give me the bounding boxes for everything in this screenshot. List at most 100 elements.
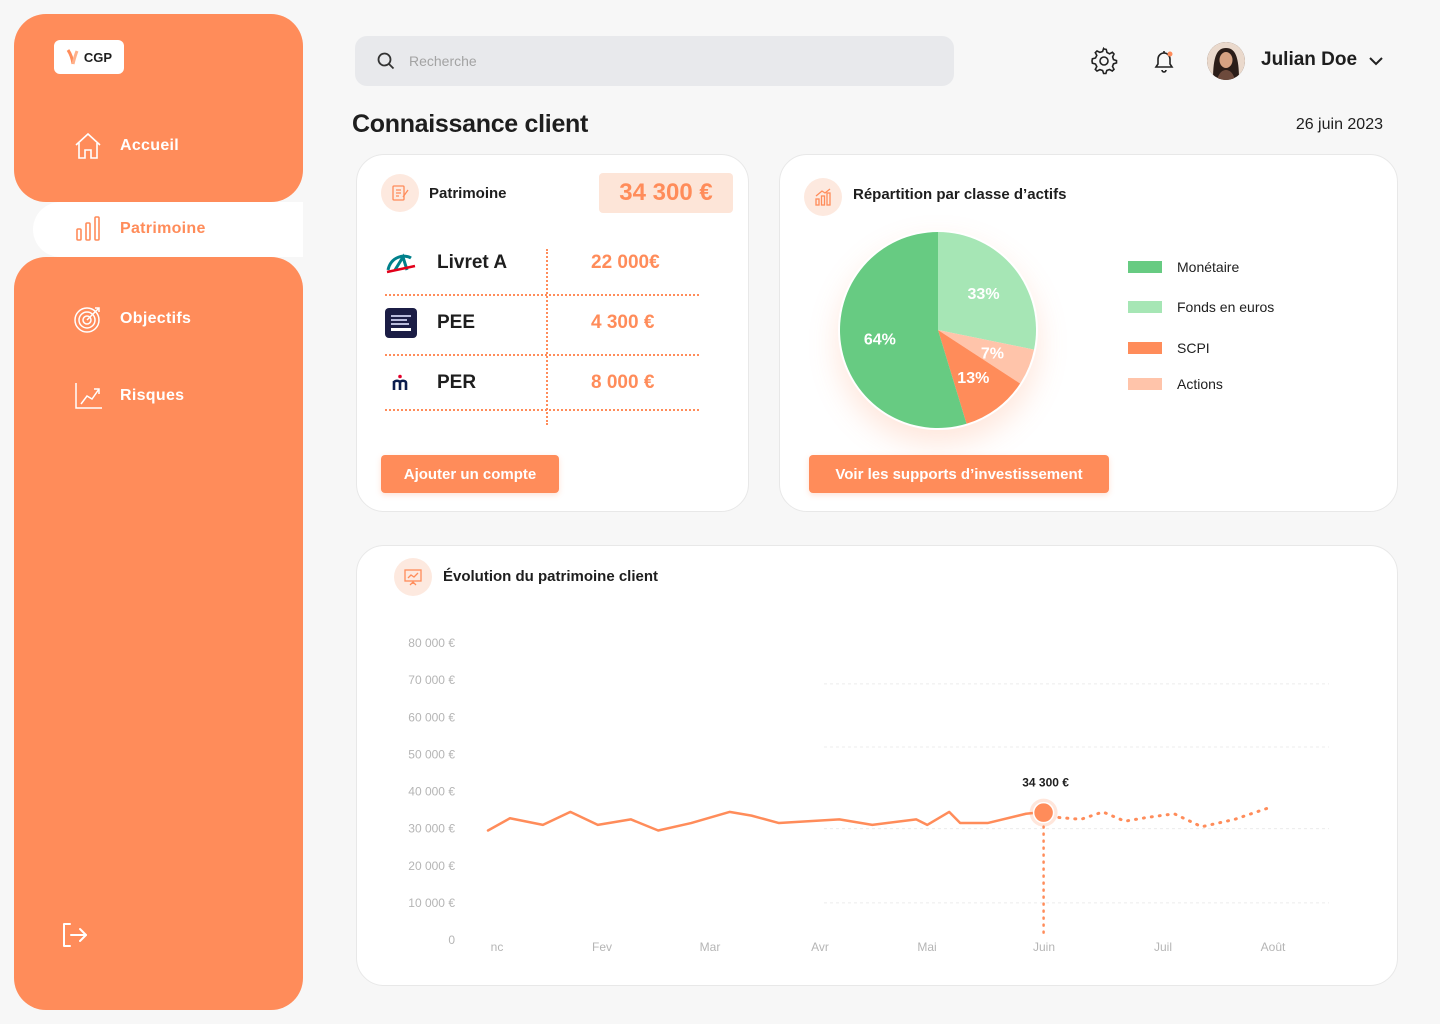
legend-swatch xyxy=(1128,261,1162,273)
account-value: 8 000 € xyxy=(591,372,655,393)
forecast-series-line xyxy=(1042,806,1270,829)
legend-item: Monétaire xyxy=(1128,259,1239,275)
y-tick-label: 40 000 € xyxy=(408,785,455,799)
sidebar: CGP Accueil Patrimoine Objectifs Risques xyxy=(14,14,303,1010)
patrimoine-total: 34 300 € xyxy=(599,173,733,213)
page-date: 26 juin 2023 xyxy=(1295,116,1383,133)
row-divider xyxy=(385,409,699,411)
page-title: Connaissance client xyxy=(352,110,589,138)
bar-chart-icon xyxy=(76,216,100,241)
sidebar-item-objectifs[interactable]: Objectifs xyxy=(72,303,191,335)
pie-slice-label: 33% xyxy=(968,286,1000,303)
logo-text: CGP xyxy=(83,49,113,65)
settings-gear-icon[interactable] xyxy=(1089,46,1119,76)
card-icon-wrap xyxy=(804,178,842,216)
pie-chart: 33% 7% 13% 64% xyxy=(840,232,1036,428)
highlight-value-label: 34 300 € xyxy=(1022,776,1069,790)
x-tick-label: Juin xyxy=(1033,940,1055,954)
document-edit-icon xyxy=(392,185,409,201)
home-icon xyxy=(75,132,101,159)
legend-label: Actions xyxy=(1177,376,1223,392)
sidebar-item-risques[interactable]: Risques xyxy=(72,380,184,412)
growth-chart-icon xyxy=(815,188,831,206)
credit-agricole-logo-icon xyxy=(385,248,417,278)
account-row[interactable]: PEE 4 300 € xyxy=(385,293,699,353)
line-chart: 0 10 000 € 20 000 € 30 000 € 40 000 € 50 000 … xyxy=(408,636,1329,954)
x-tick-label: Fev xyxy=(592,940,612,954)
card-icon-wrap xyxy=(381,174,419,212)
legend-swatch xyxy=(1128,301,1162,313)
y-tick-label: 80 000 € xyxy=(408,636,455,650)
avatar[interactable] xyxy=(1207,42,1245,80)
account-row[interactable]: PER 8 000 € xyxy=(385,353,699,413)
highlight-point[interactable] xyxy=(1032,801,1055,824)
sidebar-item-label: Risques xyxy=(120,387,185,404)
pie-slice-fonds-en-euros[interactable] xyxy=(938,232,1036,350)
y-tick-label: 30 000 € xyxy=(408,822,455,836)
sidebar-item-label: Patrimoine xyxy=(120,220,206,237)
account-row[interactable]: Livret A 22 000€ xyxy=(385,233,699,293)
app-logo[interactable]: CGP xyxy=(54,40,124,74)
account-name: Livret A xyxy=(437,252,508,273)
y-tick-label: 20 000 € xyxy=(408,859,455,873)
evolution-title: Évolution du patrimoine client xyxy=(443,568,659,585)
y-tick-label: 0 xyxy=(448,933,455,947)
logout-icon[interactable] xyxy=(58,919,90,951)
search-input[interactable] xyxy=(409,53,909,69)
x-tick-label: Mar xyxy=(700,940,721,954)
x-tick-label: Avr xyxy=(811,940,829,954)
search-bar[interactable] xyxy=(355,36,954,86)
sidebar-item-accueil[interactable]: Accueil xyxy=(72,130,179,162)
x-tick-label: Août xyxy=(1261,940,1286,954)
notification-bell-icon[interactable] xyxy=(1149,46,1179,76)
avatar-portrait-icon xyxy=(1207,42,1245,80)
add-account-button[interactable]: Ajouter un compte xyxy=(381,455,559,493)
sidebar-bottom-panel xyxy=(14,257,303,1010)
y-tick-label: 60 000 € xyxy=(408,710,455,724)
card-icon-wrap xyxy=(394,558,432,596)
x-tick-label: nc xyxy=(491,940,504,954)
trend-up-icon xyxy=(75,383,102,409)
row-divider xyxy=(385,294,699,296)
search-icon xyxy=(377,52,395,70)
y-tick-label: 70 000 € xyxy=(408,673,455,687)
legend-label: Fonds en euros xyxy=(1177,299,1275,315)
pie-slice-label: 13% xyxy=(957,370,989,387)
malakoff-logo-icon xyxy=(385,368,417,398)
repartition-card: Répartition par classe d’actifs 33% 7% 13%… xyxy=(779,154,1398,512)
chevron-down-icon[interactable] xyxy=(1367,52,1385,70)
sidebar-item-label: Accueil xyxy=(120,137,180,154)
legend-item: Fonds en euros xyxy=(1128,299,1274,315)
sidebar-item-label: Objectifs xyxy=(120,310,192,327)
account-value: 22 000€ xyxy=(591,252,660,273)
sidebar-item-patrimoine[interactable]: Patrimoine xyxy=(72,213,206,245)
account-name: PEE xyxy=(437,312,476,333)
y-tick-label: 50 000 € xyxy=(408,747,455,761)
row-divider xyxy=(385,354,699,356)
pie-slice-scpi[interactable] xyxy=(938,330,1021,424)
view-investments-button[interactable]: Voir les supports d’investissement xyxy=(809,455,1109,493)
patrimoine-title: Patrimoine xyxy=(429,185,507,202)
x-tick-label: Mai xyxy=(917,940,936,954)
history-series-line xyxy=(486,810,1045,832)
legend-item: SCPI xyxy=(1128,340,1210,356)
repartition-title: Répartition par classe d’actifs xyxy=(853,186,1067,203)
pie-slice-monétaire[interactable] xyxy=(840,232,967,428)
x-tick-label: Juil xyxy=(1154,940,1172,954)
account-value: 4 300 € xyxy=(591,312,655,333)
column-divider xyxy=(546,249,548,425)
patrimoine-card: Patrimoine 34 300 € Livret A 22 000€ PEE… xyxy=(356,154,749,512)
presentation-chart-icon xyxy=(404,569,422,586)
logo-icon xyxy=(66,49,79,65)
legend-item: Actions xyxy=(1128,376,1223,392)
amundi-logo-icon xyxy=(385,308,417,338)
legend-label: Monétaire xyxy=(1177,259,1240,275)
pie-slice-label: 64% xyxy=(864,332,896,349)
target-icon xyxy=(74,307,100,333)
legend-label: SCPI xyxy=(1177,340,1210,356)
legend-swatch xyxy=(1128,378,1162,390)
pie-slice-actions[interactable] xyxy=(938,330,1035,384)
evolution-card: Évolution du patrimoine client 0 10 000 €… xyxy=(356,545,1398,986)
user-name[interactable]: Julian Doe xyxy=(1261,49,1358,70)
pie-slice-label: 7% xyxy=(981,345,1004,362)
